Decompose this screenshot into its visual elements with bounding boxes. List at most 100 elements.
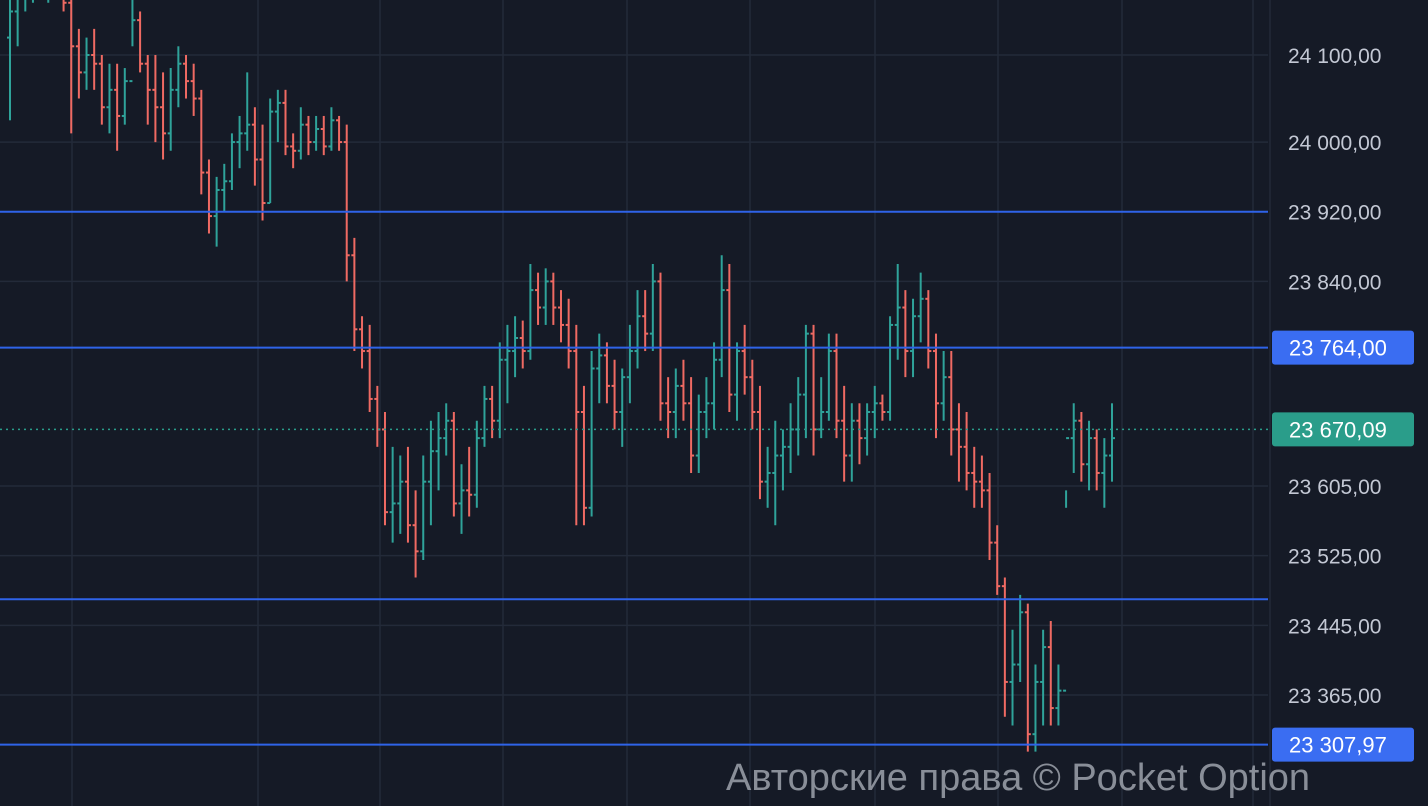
ohlc-bar bbox=[244, 72, 251, 151]
ohlc-bar bbox=[802, 324, 809, 439]
ohlc-bar bbox=[389, 446, 396, 543]
level-price-tag-label: 23 764,00 bbox=[1289, 336, 1387, 361]
ohlc-bar bbox=[351, 237, 358, 352]
ohlc-bar bbox=[1024, 603, 1031, 752]
ohlc-bar bbox=[818, 377, 825, 439]
level-price-tag[interactable] bbox=[1272, 330, 1414, 365]
ohlc-bar bbox=[14, 0, 19, 47]
ohlc-bar bbox=[175, 46, 182, 108]
ohlc-bar bbox=[121, 68, 128, 125]
ohlc-bar bbox=[75, 28, 82, 99]
ohlc-bar bbox=[305, 115, 312, 156]
y-axis-tick-label: 24 100,00 bbox=[1288, 45, 1381, 68]
ohlc-bar bbox=[404, 446, 411, 543]
ohlc-bar bbox=[1001, 577, 1008, 717]
ohlc-bar bbox=[205, 159, 212, 234]
ohlc-bar bbox=[558, 290, 564, 343]
ohlc-bar bbox=[397, 455, 404, 534]
ohlc-bar bbox=[450, 412, 457, 517]
ohlc-bar bbox=[596, 333, 603, 404]
ohlc-bar bbox=[62, 0, 67, 12]
ohlc-bar bbox=[91, 28, 98, 90]
ohlc-bar bbox=[611, 359, 618, 430]
ohlc-bar bbox=[1055, 664, 1062, 726]
ohlc-bar bbox=[68, 0, 75, 134]
level-price-tag[interactable] bbox=[1272, 727, 1414, 762]
current-price-tag-label: 23 670,09 bbox=[1289, 417, 1387, 442]
copyright-watermark: Авторские права © Pocket Option bbox=[726, 757, 1310, 799]
ohlc-bar bbox=[359, 316, 366, 369]
ohlc-bar bbox=[603, 342, 610, 404]
ohlc-bar bbox=[129, 0, 136, 83]
ohlc-bar bbox=[366, 324, 373, 413]
ohlc-bar bbox=[978, 455, 985, 508]
ohlc-bar bbox=[160, 72, 167, 160]
y-axis-tick-label: 23 445,00 bbox=[1288, 615, 1381, 638]
ohlc-bar bbox=[955, 403, 962, 482]
ohlc-bar bbox=[282, 89, 289, 156]
ohlc-bar bbox=[313, 115, 320, 151]
ohlc-bar bbox=[504, 324, 511, 404]
ohlc-bar bbox=[183, 55, 190, 99]
ohlc-bar bbox=[925, 290, 932, 369]
ohlc-bar bbox=[726, 263, 733, 413]
ohlc-bar bbox=[1093, 429, 1100, 491]
ohlc-bar bbox=[619, 368, 626, 447]
ohlc-bar bbox=[114, 63, 121, 151]
ohlc-bar bbox=[642, 290, 649, 352]
ohlc-bar bbox=[634, 290, 641, 369]
ohlc-bar bbox=[251, 107, 258, 186]
ohlc-bar bbox=[848, 403, 855, 482]
ohlc-bar bbox=[435, 412, 442, 491]
ohlc-bar bbox=[1032, 664, 1039, 752]
ohlc-bar bbox=[328, 107, 335, 151]
ohlc-bar bbox=[932, 333, 939, 439]
ohlc-bar bbox=[588, 351, 595, 517]
ohlc-bar bbox=[703, 377, 710, 439]
ohlc-bar bbox=[535, 272, 542, 325]
ohlc-bar bbox=[221, 163, 228, 212]
ohlc-bar bbox=[236, 115, 243, 169]
ohlc-bar bbox=[1063, 437, 1070, 692]
ohlc-bar bbox=[190, 63, 197, 116]
ohlc-bar bbox=[343, 124, 350, 282]
ohlc-bar bbox=[259, 124, 266, 221]
ohlc-bar bbox=[137, 11, 144, 73]
ohlc-bar bbox=[856, 403, 863, 465]
ohlc-bar bbox=[1009, 629, 1016, 726]
ohlc-bar bbox=[940, 351, 947, 421]
ohlc-bar bbox=[1047, 620, 1054, 726]
ohlc-bar bbox=[7, 0, 13, 121]
y-axis-tick-label: 23 365,00 bbox=[1288, 685, 1381, 708]
ohlc-bar bbox=[894, 263, 901, 360]
ohlc-bar bbox=[1109, 403, 1115, 482]
ohlc-bar bbox=[772, 420, 779, 526]
ohlc-bar bbox=[519, 320, 526, 369]
ohlc-bar bbox=[427, 420, 434, 526]
ohlc-bar bbox=[1040, 629, 1047, 726]
ohlc-bar bbox=[573, 324, 580, 526]
ohlc-bar bbox=[871, 385, 878, 439]
ohlc-bar bbox=[228, 133, 235, 190]
ohlc-bar bbox=[833, 333, 840, 439]
ohlc-bar bbox=[473, 420, 480, 508]
ohlc-bar bbox=[144, 55, 151, 125]
ohlc-bar bbox=[887, 316, 894, 421]
y-axis-tick-label: 24 000,00 bbox=[1288, 132, 1381, 155]
ohlc-bar bbox=[963, 412, 970, 491]
ohlc-bar bbox=[971, 446, 978, 508]
ohlc-bar bbox=[649, 263, 656, 352]
ohlc-bar bbox=[795, 377, 802, 456]
ohlc-bar bbox=[665, 377, 672, 439]
ohlc-bar bbox=[83, 37, 90, 90]
ohlc-bar bbox=[718, 255, 725, 378]
ohlc-bar bbox=[412, 490, 419, 578]
ohlc-bar bbox=[626, 324, 633, 404]
ohlc-bar bbox=[902, 290, 909, 378]
ohlc-bar bbox=[1078, 412, 1085, 482]
ohlc-bar bbox=[986, 472, 993, 561]
ohlc-bar bbox=[672, 368, 679, 439]
ohlc-bar bbox=[879, 394, 886, 421]
